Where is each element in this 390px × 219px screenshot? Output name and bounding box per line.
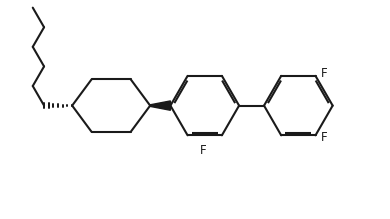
Text: F: F <box>321 131 328 144</box>
Text: F: F <box>200 144 206 157</box>
Text: F: F <box>321 67 328 80</box>
Polygon shape <box>150 101 170 110</box>
